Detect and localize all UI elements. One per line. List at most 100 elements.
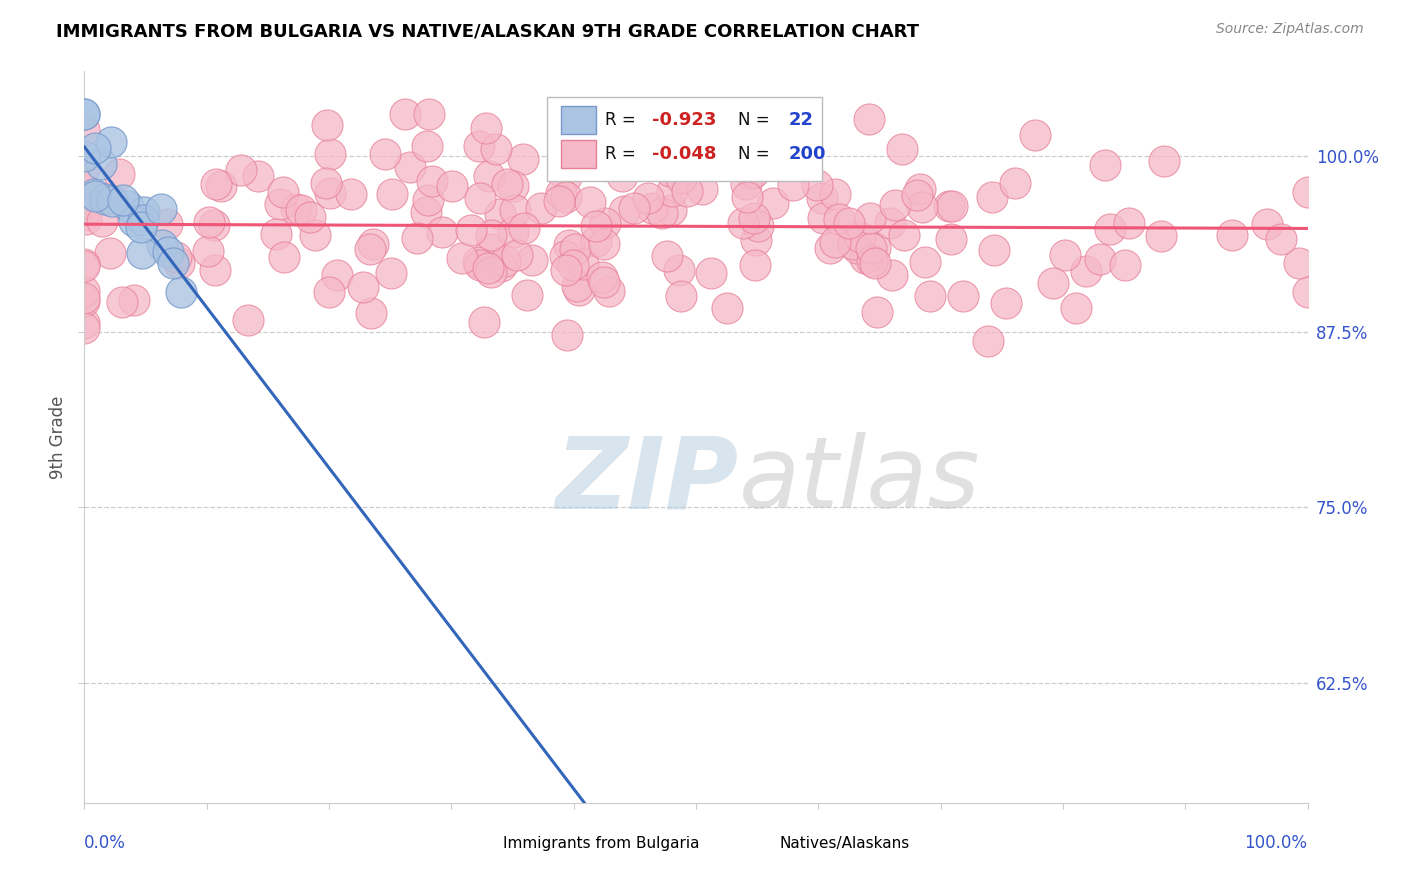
Point xyxy=(561,258,583,272)
Point xyxy=(73,123,96,137)
Point xyxy=(406,231,429,245)
Point xyxy=(1064,301,1087,315)
Point xyxy=(700,266,723,280)
Point xyxy=(859,241,882,255)
Point xyxy=(475,120,498,135)
Point xyxy=(209,178,232,193)
Point xyxy=(910,182,932,196)
Point xyxy=(938,199,960,213)
Text: -0.048: -0.048 xyxy=(652,145,717,163)
Point xyxy=(564,242,586,256)
Text: ZIP: ZIP xyxy=(555,433,738,530)
Point xyxy=(640,201,662,215)
Point xyxy=(1256,217,1278,231)
Point xyxy=(460,222,482,236)
Point xyxy=(374,147,396,161)
Point xyxy=(516,288,538,302)
Point xyxy=(659,163,682,178)
Point xyxy=(150,202,173,216)
Point xyxy=(845,241,868,255)
Point xyxy=(599,138,621,153)
Point xyxy=(111,193,134,207)
Point xyxy=(83,141,105,155)
Point xyxy=(472,315,495,329)
Point xyxy=(246,169,269,184)
Point xyxy=(918,289,941,303)
Point xyxy=(735,190,758,204)
Point xyxy=(1296,185,1319,199)
Point xyxy=(290,203,312,218)
Point xyxy=(547,194,569,208)
Point xyxy=(1076,264,1098,278)
Point xyxy=(152,237,174,252)
Point xyxy=(977,334,1000,348)
Point xyxy=(352,280,374,294)
Point xyxy=(73,182,96,196)
Point xyxy=(157,244,180,259)
Text: -0.923: -0.923 xyxy=(652,112,716,129)
Point xyxy=(162,256,184,270)
Point xyxy=(156,218,179,232)
Point xyxy=(73,284,96,298)
Point xyxy=(394,106,416,120)
Point xyxy=(842,236,865,251)
Point xyxy=(655,249,678,263)
Point xyxy=(1150,229,1173,244)
Point xyxy=(818,241,841,255)
Point xyxy=(100,135,122,149)
Text: N =: N = xyxy=(738,112,775,129)
Point xyxy=(197,215,219,229)
Point xyxy=(73,257,96,271)
Point xyxy=(380,266,402,280)
Bar xyxy=(457,838,494,860)
Point xyxy=(430,225,453,239)
Point xyxy=(669,289,692,303)
Point xyxy=(479,227,502,242)
Y-axis label: 9th Grade: 9th Grade xyxy=(49,395,67,479)
Point xyxy=(117,199,139,213)
Text: 200: 200 xyxy=(789,145,827,163)
Point xyxy=(863,241,886,255)
Point xyxy=(83,189,105,203)
Point xyxy=(273,250,295,264)
Point xyxy=(623,201,645,215)
Point xyxy=(73,148,96,162)
Point xyxy=(853,251,876,265)
Point xyxy=(299,210,322,224)
Point xyxy=(124,293,146,307)
Point xyxy=(132,205,155,219)
Point xyxy=(100,194,122,208)
Point xyxy=(170,285,193,299)
Point xyxy=(740,167,762,181)
Text: Natives/Alaskans: Natives/Alaskans xyxy=(779,836,910,851)
Point xyxy=(1118,216,1140,230)
Point xyxy=(205,177,228,191)
Point xyxy=(1153,154,1175,169)
Point xyxy=(73,161,96,176)
Point xyxy=(1270,232,1292,246)
Point xyxy=(941,199,963,213)
Point xyxy=(744,258,766,272)
Point xyxy=(502,179,524,194)
Point xyxy=(269,197,291,211)
Point xyxy=(304,228,326,243)
Text: Immigrants from Bulgaria: Immigrants from Bulgaria xyxy=(503,836,699,851)
Point xyxy=(271,185,294,199)
Point xyxy=(399,160,422,174)
Point xyxy=(598,285,620,299)
Point xyxy=(415,204,437,219)
Point xyxy=(512,152,534,166)
Point xyxy=(1004,176,1026,190)
Point xyxy=(762,195,785,210)
Point xyxy=(73,195,96,210)
Point xyxy=(716,301,738,315)
Point xyxy=(579,195,602,210)
Text: atlas: atlas xyxy=(738,433,980,530)
Point xyxy=(567,283,589,297)
Point xyxy=(893,227,915,242)
Point xyxy=(859,211,882,225)
Point xyxy=(359,242,381,256)
Point xyxy=(733,216,755,230)
Point xyxy=(669,170,692,185)
Point xyxy=(555,169,578,184)
